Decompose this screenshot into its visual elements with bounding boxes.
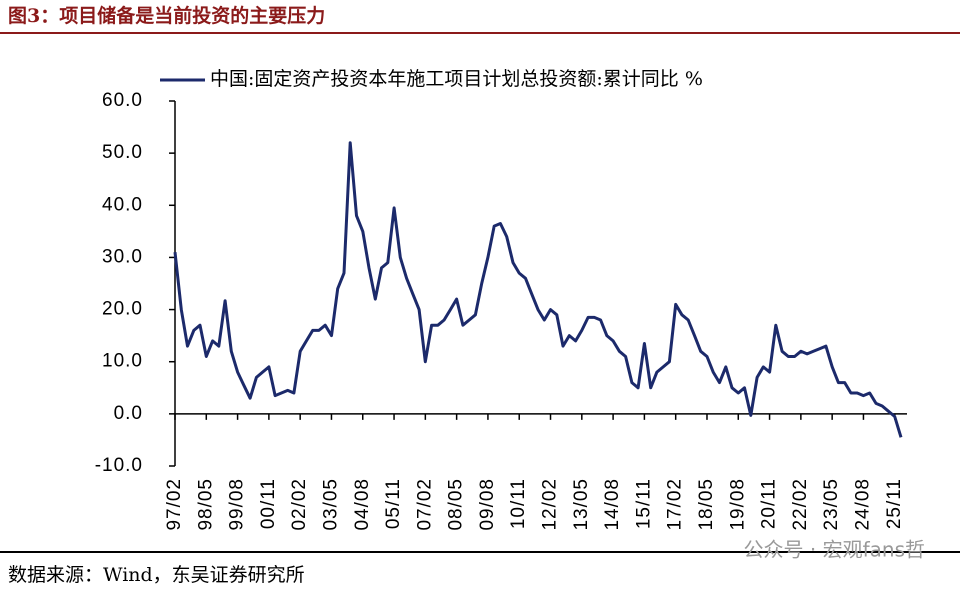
y-tick-label: 20.0	[102, 299, 143, 320]
x-tick-label: 19/08	[727, 478, 748, 531]
y-tick-label: 30.0	[102, 246, 143, 267]
chart-title: 图3：项目储备是当前投资的主要压力	[8, 4, 325, 27]
y-tick-label: -10.0	[95, 455, 143, 476]
y-tick-label: 0.0	[114, 403, 143, 424]
source: 数据来源：Wind，东吴证券研究所	[8, 564, 305, 586]
x-tick-label: 09/08	[477, 478, 498, 531]
x-tick-label: 02/02	[289, 478, 310, 531]
x-tick-label: 20/11	[759, 478, 780, 529]
x-tick-label: 99/08	[227, 478, 248, 531]
legend-label: 中国:固定资产投资本年施工项目计划总投资额:累计同比 %	[210, 68, 703, 90]
x-tick-label: 12/02	[540, 478, 561, 531]
x-tick-label: 18/05	[696, 478, 717, 531]
x-tick-label: 07/02	[414, 478, 435, 531]
x-tick-label: 13/05	[571, 478, 592, 531]
x-tick-label: 24/08	[852, 478, 873, 531]
watermark: 公众号 · 宏观fans哲	[744, 538, 925, 562]
y-tick-label: 60.0	[102, 90, 143, 111]
x-tick-label: 22/02	[790, 478, 811, 531]
y-tick-label: 40.0	[102, 194, 143, 215]
x-tick-label: 05/11	[383, 478, 404, 529]
x-tick-label: 15/11	[633, 478, 654, 529]
x-tick-label: 97/02	[164, 478, 185, 531]
y-tick-label: 10.0	[102, 351, 143, 372]
x-tick-label: 17/02	[665, 478, 686, 531]
x-tick-label: 10/11	[508, 478, 529, 529]
x-tick-label: 14/08	[602, 478, 623, 531]
x-tick-label: 25/11	[884, 478, 905, 529]
x-tick-label: 98/05	[195, 478, 216, 531]
line-series	[173, 141, 903, 438]
x-tick-label: 00/11	[258, 478, 279, 529]
y-tick-label: 50.0	[102, 142, 143, 163]
x-tick-label: 04/08	[352, 478, 373, 531]
x-tick-label: 08/05	[446, 478, 467, 531]
x-tick-label: 03/05	[320, 478, 341, 531]
x-tick-label: 23/05	[821, 478, 842, 531]
